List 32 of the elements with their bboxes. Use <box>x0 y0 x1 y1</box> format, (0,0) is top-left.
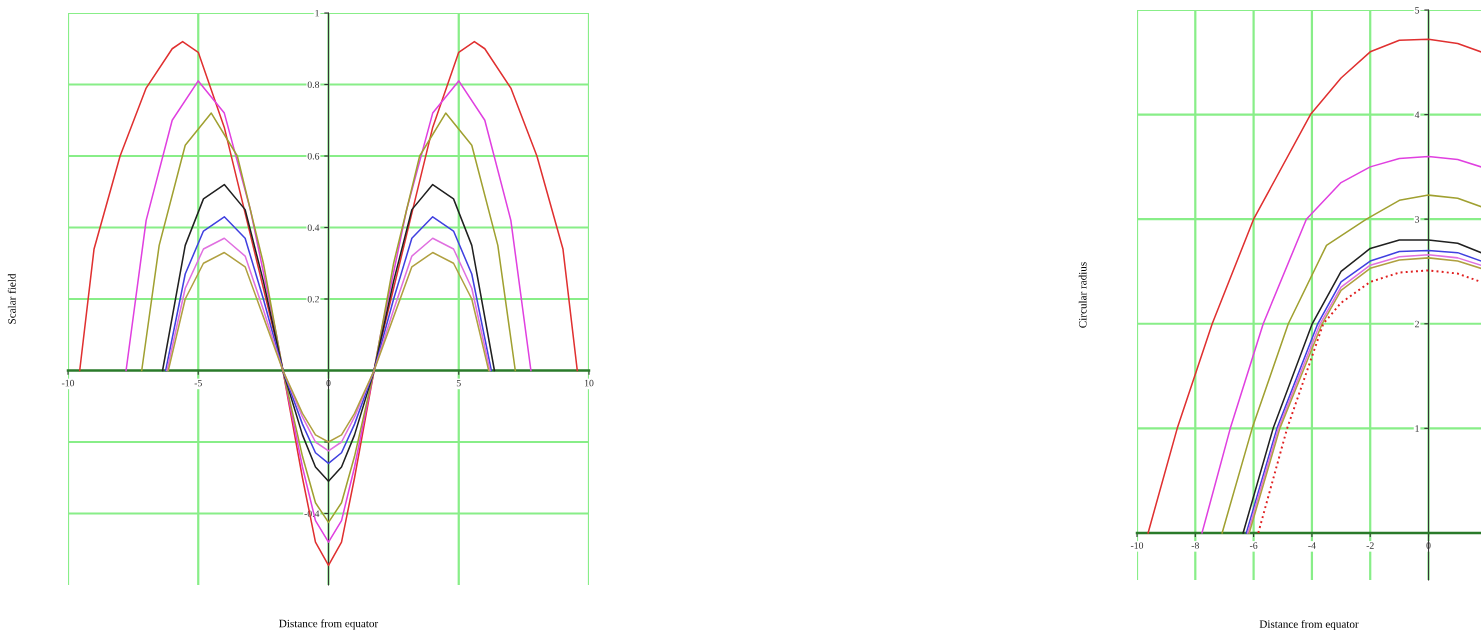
line-series <box>78 40 579 567</box>
x-tick-label: -4 <box>1308 542 1316 549</box>
line-series <box>125 80 532 543</box>
y-tick-label: 1 <box>315 9 319 17</box>
line-series <box>1201 155 1481 534</box>
line-series <box>161 183 496 483</box>
y-axis-title: Scalar field <box>7 273 16 324</box>
x-axis-title: Distance from equator <box>1259 619 1359 631</box>
y-tick-label: 3 <box>1415 216 1420 223</box>
x-tick-label: -8 <box>1191 542 1199 549</box>
y-tick-label: 0.2 <box>307 295 319 303</box>
line-series <box>1221 194 1481 534</box>
y-axis-title: Circular radius <box>1078 262 1087 328</box>
y-tick-label: 4 <box>1414 111 1420 118</box>
x-tick-label: -10 <box>61 379 75 387</box>
y-tick-label: 0.4 <box>307 224 320 232</box>
x-tick-label: -6 <box>1249 542 1258 549</box>
line-series <box>140 112 517 524</box>
x-tick-label: -10 <box>1130 542 1144 549</box>
x-tick-label: 5 <box>456 379 461 387</box>
x-tick-label: -2 <box>1366 542 1374 549</box>
y-tick-label: 2 <box>1415 320 1419 328</box>
x-tick-label: -5 <box>194 379 202 387</box>
line-series <box>1147 38 1481 534</box>
y-tick-label: 0.6 <box>307 152 320 160</box>
y-tick-label: 0.8 <box>307 81 320 89</box>
x-axis-title: Distance from equator <box>279 619 379 630</box>
x-tick-label: 0 <box>326 379 331 387</box>
x-tick-label: 0 <box>1426 542 1431 549</box>
x-tick-label: 10 <box>584 379 594 387</box>
y-tick-label: 5 <box>1415 7 1420 14</box>
y-tick-label: 1 <box>1415 425 1419 432</box>
